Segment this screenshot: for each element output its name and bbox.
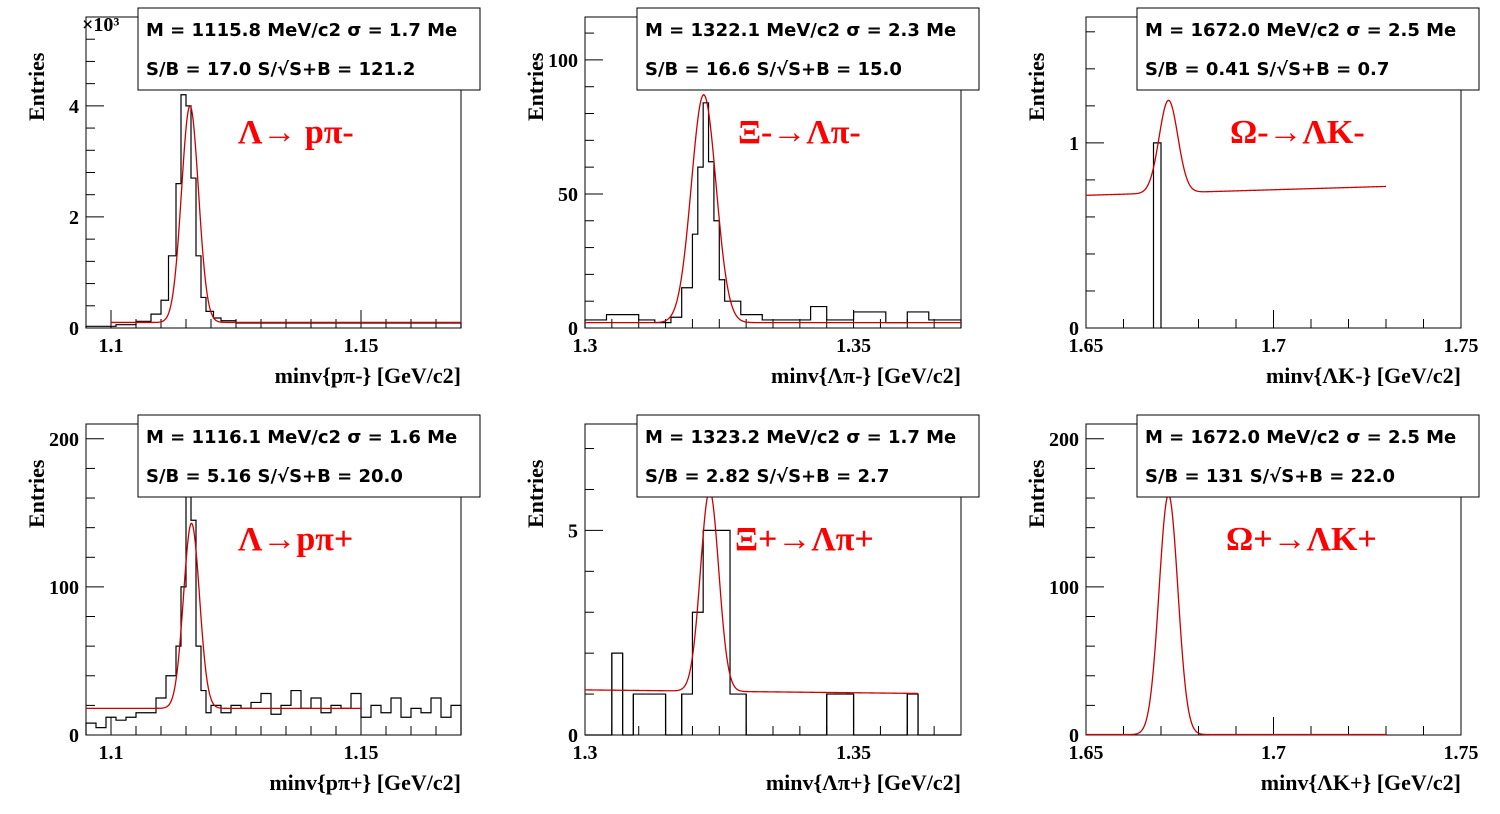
y-tick-label: 100 bbox=[548, 50, 578, 72]
x-tick-label: 1.7 bbox=[1261, 742, 1286, 764]
decay-channel-label: Λ→ pπ- bbox=[238, 114, 354, 151]
y-tick-label: 0 bbox=[69, 318, 79, 340]
y-tick-label: 4 bbox=[69, 96, 79, 118]
stats-box bbox=[636, 414, 980, 498]
y-tick-label: 5 bbox=[568, 520, 578, 542]
y-tick-label: 100 bbox=[1049, 577, 1079, 599]
y-axis-label: Entries bbox=[523, 459, 548, 528]
histogram-series bbox=[1152, 142, 1162, 328]
x-axis-label: minv{ΛK-} [GeV/c2] bbox=[1266, 363, 1461, 388]
y-tick-label: 1 bbox=[1069, 133, 1079, 155]
y-tick-label: 2 bbox=[69, 207, 79, 229]
fit-curve bbox=[111, 105, 461, 324]
y-tick-label: 0 bbox=[1069, 725, 1079, 747]
stats-box bbox=[1136, 414, 1480, 498]
y-tick-label: 100 bbox=[49, 577, 79, 599]
x-tick-label: 1.75 bbox=[1444, 335, 1479, 357]
y-tick-label: 0 bbox=[568, 725, 578, 747]
y-multiplier-label: ×10³ bbox=[82, 14, 119, 36]
stats-significance: S/B = 0.41 S/√S+B = 0.7 bbox=[1145, 59, 1389, 80]
y-tick-label: 0 bbox=[69, 725, 79, 747]
x-tick-label: 1.1 bbox=[99, 742, 124, 764]
stats-box bbox=[137, 414, 481, 498]
decay-channel-label: Ξ-→Λπ- bbox=[738, 114, 861, 151]
x-tick-label: 1.65 bbox=[1069, 335, 1104, 357]
y-tick-label: 0 bbox=[1069, 318, 1079, 340]
y-tick-label: 200 bbox=[1049, 429, 1079, 451]
x-axis-label: minv{Λπ+} [GeV/c2] bbox=[766, 770, 961, 795]
x-tick-label: 1.3 bbox=[573, 335, 598, 357]
fit-curve bbox=[1086, 493, 1386, 736]
y-tick-label: 200 bbox=[49, 429, 79, 451]
stats-significance: S/B = 131 S/√S+B = 22.0 bbox=[1145, 466, 1395, 487]
y-axis-label: Entries bbox=[24, 459, 49, 528]
decay-channel-label: Ω+→ΛK+ bbox=[1226, 521, 1377, 558]
x-tick-label: 1.1 bbox=[99, 335, 124, 357]
stats-mass-sigma: M = 1672.0 MeV/c2 σ = 2.5 Me bbox=[1145, 20, 1456, 41]
x-tick-label: 1.15 bbox=[344, 335, 379, 357]
stats-box bbox=[1136, 7, 1480, 91]
decay-channel-label: Ξ+→Λπ+ bbox=[735, 521, 874, 558]
x-tick-label: 1.7 bbox=[1261, 335, 1286, 357]
panel-5: 1.3 1.35 0 5 Entries M = 1323.2 MeV/c2 σ = 1.… bbox=[523, 414, 980, 795]
y-tick-label: 0 bbox=[568, 318, 578, 340]
stats-significance: S/B = 2.82 S/√S+B = 2.7 bbox=[645, 466, 889, 487]
x-axis-label: minv{pπ-} [GeV/c2] bbox=[275, 363, 461, 388]
stats-box bbox=[636, 7, 980, 91]
fit-curve bbox=[585, 490, 919, 695]
fit-curve bbox=[1085, 99, 1387, 196]
x-tick-label: 1.3 bbox=[573, 742, 598, 764]
fit-curve bbox=[86, 522, 361, 709]
histogram-series bbox=[85, 493, 462, 735]
stats-mass-sigma: M = 1672.0 MeV/c2 σ = 2.5 Me bbox=[1145, 427, 1456, 448]
x-tick-label: 1.15 bbox=[344, 742, 379, 764]
stats-mass-sigma: M = 1116.1 MeV/c2 σ = 1.6 Me bbox=[146, 427, 457, 448]
x-tick-label: 1.35 bbox=[836, 742, 871, 764]
panel-1: 1.1 1.15 0 2 4 ×10³ Entries M = 1115.8 MeV/c2 σ… bbox=[24, 7, 481, 388]
histogram-series bbox=[585, 529, 961, 736]
decay-channel-label: Ω-→ΛK- bbox=[1230, 114, 1365, 151]
x-axis-label: minv{ΛK+} [GeV/c2] bbox=[1261, 770, 1461, 795]
x-axis-label: minv{Λπ-} [GeV/c2] bbox=[771, 363, 961, 388]
y-axis-label: Entries bbox=[24, 52, 49, 121]
histogram-series bbox=[85, 94, 462, 328]
stats-box bbox=[137, 7, 481, 91]
y-axis-label: Entries bbox=[1024, 459, 1049, 528]
decay-channel-label: Λ→pπ+ bbox=[238, 521, 353, 558]
stats-significance: S/B = 5.16 S/√S+B = 20.0 bbox=[146, 466, 403, 487]
panel-3: 1.65 1.7 1.75 0 1 Entries M = 1672.0 MeV/c2 σ … bbox=[1024, 7, 1480, 388]
x-tick-label: 1.65 bbox=[1069, 742, 1104, 764]
x-tick-label: 1.35 bbox=[836, 335, 871, 357]
y-axis-label: Entries bbox=[1024, 52, 1049, 121]
stats-significance: S/B = 17.0 S/√S+B = 121.2 bbox=[146, 59, 415, 80]
stats-mass-sigma: M = 1323.2 MeV/c2 σ = 1.7 Me bbox=[645, 427, 956, 448]
y-axis-label: Entries bbox=[523, 52, 548, 121]
y-tick-label: 50 bbox=[558, 184, 578, 206]
fit-curve bbox=[585, 94, 961, 324]
x-axis-label: minv{pπ+} [GeV/c2] bbox=[269, 770, 461, 795]
stats-significance: S/B = 16.6 S/√S+B = 15.0 bbox=[645, 59, 902, 80]
x-tick-label: 1.75 bbox=[1444, 742, 1479, 764]
stats-mass-sigma: M = 1115.8 MeV/c2 σ = 1.7 Me bbox=[146, 20, 457, 41]
stats-mass-sigma: M = 1322.1 MeV/c2 σ = 2.3 Me bbox=[645, 20, 956, 41]
